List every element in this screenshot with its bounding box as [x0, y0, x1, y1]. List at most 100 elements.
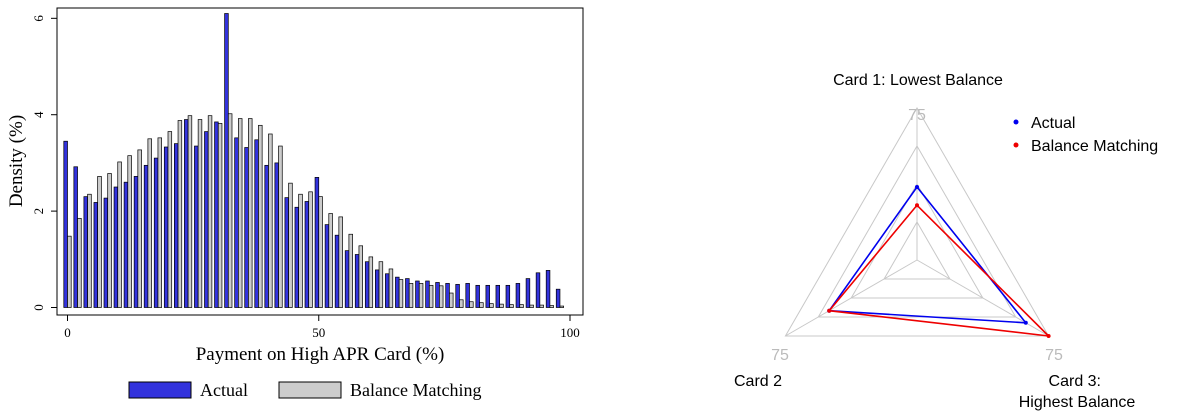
legend-label-balance-matching: Balance Matching — [350, 380, 481, 400]
bar-balance-matching — [187, 115, 193, 308]
bar-actual — [294, 206, 300, 308]
bar-actual — [405, 278, 410, 308]
bar-actual — [204, 131, 209, 308]
bar-balance-matching — [428, 284, 434, 308]
bar-actual — [143, 164, 149, 308]
x-tick-label: 0 — [64, 325, 71, 340]
radar-grid: 75 75 75 — [771, 106, 1063, 364]
bar-actual — [113, 186, 119, 308]
bar-actual — [264, 164, 269, 308]
bar-actual — [395, 276, 400, 308]
bar-balance-matching — [358, 245, 364, 308]
radar-point — [827, 308, 832, 313]
bar-actual — [545, 270, 551, 308]
radar-legend-label-actual: Actual — [1031, 115, 1075, 132]
bar-actual — [224, 13, 229, 308]
bar-balance-matching — [489, 303, 494, 308]
radar-ring-label: 75 — [771, 347, 789, 364]
bar-actual — [475, 284, 480, 308]
bar-balance-matching — [97, 176, 102, 308]
bar-actual — [184, 119, 189, 308]
bar-balance-matching — [197, 119, 203, 308]
x-tick-label: 50 — [312, 325, 325, 340]
radar-spoke — [785, 259, 918, 337]
radar-grid-ring — [883, 220, 951, 280]
bar-actual — [103, 197, 109, 308]
bar-actual — [284, 197, 289, 308]
bar-balance-matching — [308, 191, 313, 308]
bar-balance-matching — [77, 217, 82, 308]
bar-balance-matching — [87, 193, 92, 308]
bar-balance-matching — [227, 113, 233, 308]
bar-balance-matching — [258, 124, 263, 308]
radar-point — [1023, 320, 1028, 325]
histogram-bars — [63, 13, 565, 308]
bar-actual — [505, 284, 511, 308]
radar-legend-dot-balance-matching — [1013, 142, 1019, 148]
radar-point — [915, 203, 919, 208]
bar-actual — [515, 283, 521, 308]
radar-series-actual — [827, 185, 1028, 324]
radar-axis-label-card-1: Card 1: Lowest Balance — [833, 72, 1003, 89]
bar-actual — [344, 250, 350, 308]
radar-axis-label-card-3-line-1: Card 3: — [1049, 373, 1101, 390]
bar-actual — [163, 146, 169, 308]
bar-actual — [375, 269, 380, 308]
bar-actual — [123, 181, 129, 308]
bar-actual — [465, 283, 470, 308]
bar-balance-matching — [238, 118, 243, 308]
histogram-chart: 0 50 100 0 2 4 6 Payment on High APR Card (%)… — [6, 7, 584, 400]
bar-actual — [354, 254, 360, 308]
bar-actual — [174, 143, 179, 308]
bar-actual — [194, 145, 199, 308]
bar-balance-matching — [137, 149, 142, 308]
bar-balance-matching — [348, 233, 353, 308]
bar-actual — [445, 283, 450, 308]
legend-swatch-balance-matching — [278, 381, 342, 399]
radar-legend-label-balance-matching: Balance Matching — [1031, 138, 1158, 155]
radar-series-balance-matching — [827, 204, 1051, 338]
radar-series — [827, 185, 1051, 338]
bar-actual — [244, 147, 249, 308]
radar-ring-label: 75 — [1045, 347, 1063, 364]
bar-actual — [364, 261, 370, 308]
bar-balance-matching — [549, 305, 554, 308]
histogram-y-axis-label: Density (%) — [6, 115, 27, 207]
histogram-legend: Actual Balance Matching — [128, 380, 481, 400]
bar-balance-matching — [509, 304, 514, 308]
bar-actual — [153, 157, 159, 308]
bar-balance-matching — [338, 216, 343, 308]
radar-grid-ring — [817, 144, 1017, 318]
bar-actual — [334, 234, 340, 308]
bar-balance-matching — [418, 283, 424, 308]
bar-actual — [385, 273, 390, 308]
bar-actual — [304, 201, 310, 308]
histogram-y-ticks: 0 2 4 6 — [31, 15, 57, 311]
bar-actual — [525, 278, 531, 308]
bar-balance-matching — [268, 133, 273, 308]
bar-actual — [63, 140, 68, 308]
histogram-x-axis-label: Payment on High APR Card (%) — [196, 344, 445, 365]
bar-balance-matching — [177, 120, 183, 308]
bar-balance-matching — [378, 261, 384, 308]
bar-balance-matching — [207, 115, 213, 308]
bar-balance-matching — [117, 161, 122, 308]
bar-balance-matching — [408, 283, 414, 308]
y-tick-label: 4 — [31, 111, 46, 118]
bar-actual — [274, 162, 279, 308]
bar-balance-matching — [167, 131, 173, 308]
radar-axis-label-card-3: Card 3: Highest Balance — [1019, 373, 1136, 411]
bar-balance-matching — [298, 193, 303, 308]
bar-balance-matching — [439, 285, 444, 308]
bar-balance-matching — [67, 235, 72, 308]
radar-axis-label-card-2: Card 2 — [734, 373, 782, 390]
radar-legend: Actual Balance Matching — [1013, 115, 1158, 155]
bar-actual — [324, 224, 330, 308]
y-tick-label: 2 — [31, 208, 46, 215]
radar-ring-label: 75 — [908, 107, 926, 124]
bar-balance-matching — [278, 145, 283, 308]
bar-balance-matching — [539, 304, 544, 308]
bar-balance-matching — [147, 138, 152, 308]
bar-balance-matching — [318, 196, 323, 308]
legend-label-actual: Actual — [200, 380, 248, 400]
